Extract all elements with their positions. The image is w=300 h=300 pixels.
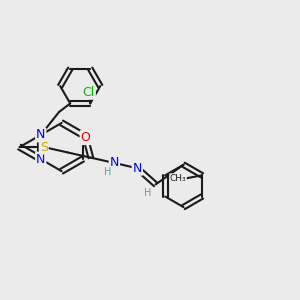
Text: Cl: Cl [82, 86, 95, 99]
Text: H: H [144, 188, 151, 198]
Text: H: H [104, 167, 112, 177]
Text: N: N [133, 162, 142, 175]
Text: S: S [40, 141, 48, 154]
Text: N: N [110, 157, 119, 169]
Text: O: O [81, 131, 91, 144]
Text: N: N [36, 153, 45, 166]
Text: CH₃: CH₃ [170, 174, 186, 183]
Text: N: N [36, 128, 45, 142]
